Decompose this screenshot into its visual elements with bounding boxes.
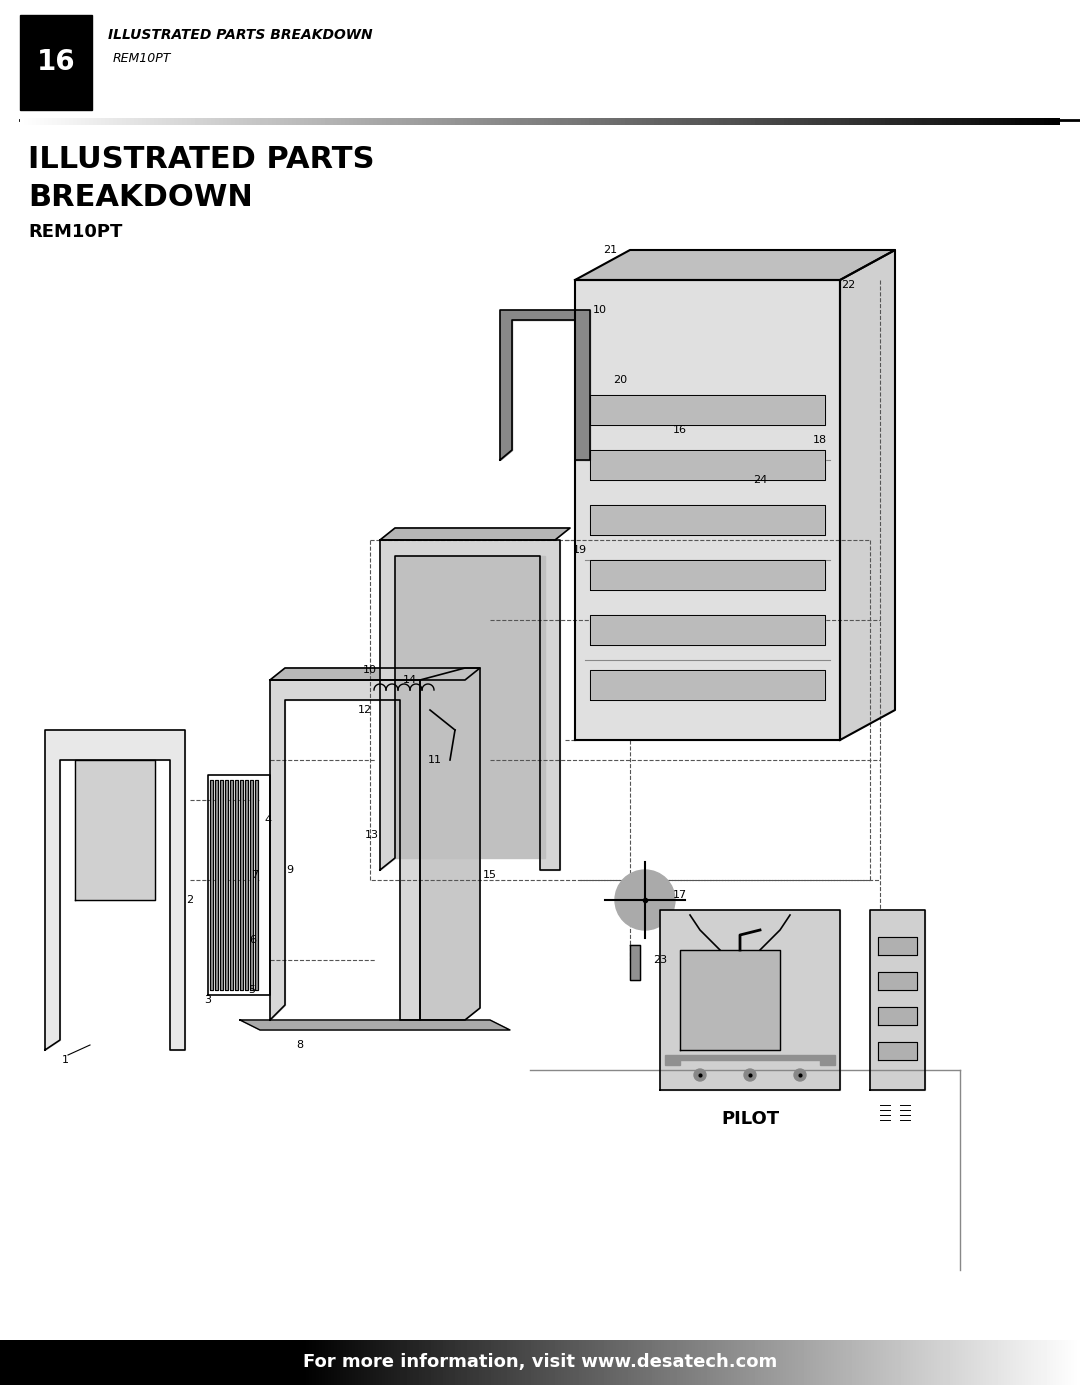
Polygon shape <box>590 504 825 535</box>
Text: 17: 17 <box>673 890 687 900</box>
Polygon shape <box>590 450 825 481</box>
Polygon shape <box>380 541 561 870</box>
Polygon shape <box>590 615 825 645</box>
Polygon shape <box>500 310 590 460</box>
Text: 6: 6 <box>249 935 257 944</box>
Polygon shape <box>420 668 480 1020</box>
Polygon shape <box>575 250 895 279</box>
Polygon shape <box>255 780 258 990</box>
Text: 18: 18 <box>813 434 827 446</box>
Text: 10: 10 <box>593 305 607 314</box>
Text: 8: 8 <box>296 1039 303 1051</box>
Polygon shape <box>230 780 233 990</box>
Polygon shape <box>45 731 185 1051</box>
Text: For more information, visit www.desatech.com: For more information, visit www.desatech… <box>302 1354 778 1372</box>
Polygon shape <box>840 250 895 740</box>
Polygon shape <box>225 780 228 990</box>
Text: PILOT: PILOT <box>721 1111 779 1127</box>
Text: 15: 15 <box>483 870 497 880</box>
Polygon shape <box>870 909 924 1090</box>
Polygon shape <box>630 944 640 981</box>
Text: 19: 19 <box>572 545 588 555</box>
Text: 10: 10 <box>363 665 377 675</box>
Polygon shape <box>75 760 156 900</box>
Polygon shape <box>575 279 840 740</box>
Circle shape <box>694 1069 706 1081</box>
Polygon shape <box>680 950 780 1051</box>
Polygon shape <box>235 780 238 990</box>
Text: 20: 20 <box>613 374 627 386</box>
Text: 12: 12 <box>357 705 373 715</box>
Polygon shape <box>878 972 917 990</box>
Text: 110373-01A: 110373-01A <box>990 1375 1050 1384</box>
Text: 5: 5 <box>248 985 256 995</box>
Text: BREAKDOWN: BREAKDOWN <box>28 183 253 212</box>
Circle shape <box>794 1069 806 1081</box>
Text: 23: 23 <box>653 956 667 965</box>
Polygon shape <box>590 560 825 590</box>
Text: 7: 7 <box>252 870 258 880</box>
Text: 11: 11 <box>428 754 442 766</box>
Polygon shape <box>590 395 825 425</box>
Polygon shape <box>270 668 480 680</box>
Text: 1: 1 <box>62 1055 68 1065</box>
Polygon shape <box>210 780 213 990</box>
Polygon shape <box>590 671 825 700</box>
Polygon shape <box>395 556 545 858</box>
Text: REM10PT: REM10PT <box>28 224 122 242</box>
Polygon shape <box>245 780 248 990</box>
Text: 14: 14 <box>403 675 417 685</box>
Text: ILLUSTRATED PARTS BREAKDOWN: ILLUSTRATED PARTS BREAKDOWN <box>108 28 373 42</box>
Text: 21: 21 <box>603 244 617 256</box>
Text: 13: 13 <box>365 830 379 840</box>
Text: REM10PT: REM10PT <box>113 52 172 64</box>
Text: 22: 22 <box>841 279 855 291</box>
Text: 2: 2 <box>187 895 193 905</box>
Text: 3: 3 <box>204 995 212 1004</box>
Text: 24: 24 <box>753 475 767 485</box>
Text: ILLUSTRATED PARTS: ILLUSTRATED PARTS <box>28 145 375 175</box>
Polygon shape <box>240 780 243 990</box>
Polygon shape <box>660 909 840 1090</box>
Polygon shape <box>878 1007 917 1025</box>
Polygon shape <box>240 1020 510 1030</box>
Polygon shape <box>270 680 420 1020</box>
Polygon shape <box>215 780 218 990</box>
Polygon shape <box>249 780 253 990</box>
Polygon shape <box>380 528 570 541</box>
Circle shape <box>615 870 675 930</box>
Text: 9: 9 <box>286 865 294 875</box>
Polygon shape <box>878 1042 917 1060</box>
Polygon shape <box>665 1055 835 1065</box>
Polygon shape <box>878 937 917 956</box>
Text: 16: 16 <box>37 47 76 75</box>
Text: 4: 4 <box>265 814 271 826</box>
Polygon shape <box>220 780 222 990</box>
Circle shape <box>744 1069 756 1081</box>
Bar <box>21 15 92 110</box>
Text: 16: 16 <box>673 425 687 434</box>
